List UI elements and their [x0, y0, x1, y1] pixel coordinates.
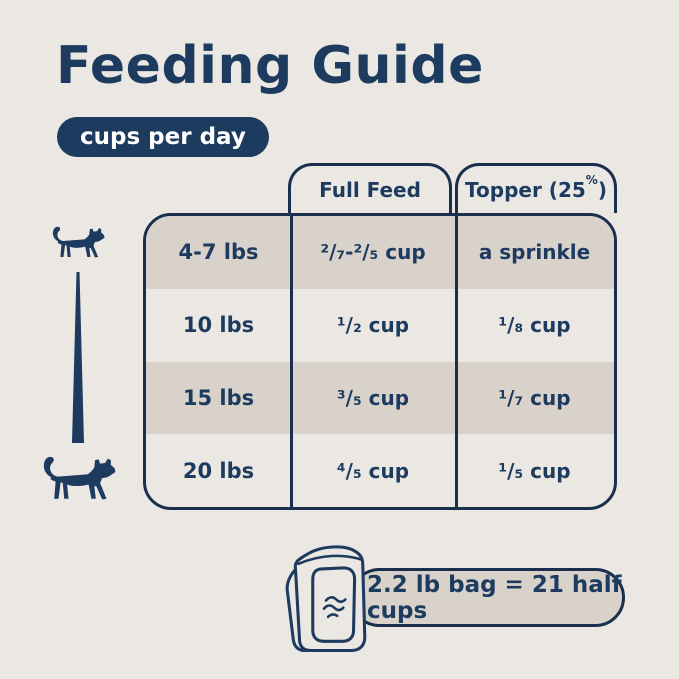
feeding-table: 4-7 lbs ²/₇-²/₅ cup a sprinkle 10 lbs ¹/… — [143, 213, 617, 510]
table-row: 10 lbs ¹/₂ cup ¹/₈ cup — [146, 289, 614, 362]
percent-superscript: % — [585, 172, 598, 187]
size-wedge-icon — [72, 272, 84, 443]
food-bag-icon — [285, 545, 367, 653]
full-feed-cell: ²/₇-²/₅ cup — [320, 240, 426, 265]
topper-cell: ¹/₇ cup — [498, 385, 571, 410]
weight-cell: 10 lbs — [182, 313, 255, 338]
weight-cell: 20 lbs — [182, 458, 255, 483]
cups-per-day-badge: cups per day — [57, 117, 269, 157]
topper-cell: ¹/₈ cup — [498, 313, 571, 338]
column-divider — [455, 216, 458, 507]
topper-label: Topper (25%) — [465, 172, 607, 202]
full-feed-cell: ¹/₂ cup — [336, 313, 410, 338]
table-row: 15 lbs ³/₅ cup ¹/₇ cup — [146, 361, 614, 435]
bag-note-pill: 2.2 lb bag = 21 half cups — [350, 568, 625, 627]
weight-cell: 4-7 lbs — [178, 240, 259, 265]
weight-cell: 15 lbs — [182, 385, 255, 410]
table-row: 4-7 lbs ²/₇-²/₅ cup a sprinkle — [146, 216, 614, 289]
bag-note-label: 2.2 lb bag = 21 half cups — [367, 571, 622, 624]
full-feed-cell: ⁴/₅ cup — [336, 458, 410, 483]
large-cat-icon — [43, 456, 116, 500]
small-cat-icon — [52, 226, 105, 258]
column-divider — [290, 216, 293, 507]
full-feed-label: Full Feed — [319, 177, 421, 202]
topper-cell: a sprinkle — [478, 240, 591, 265]
topper-cell: ¹/₅ cup — [498, 458, 571, 483]
page-title: Feeding Guide — [56, 36, 484, 96]
full-feed-cell: ³/₅ cup — [336, 385, 410, 410]
column-header-topper: Topper (25%) — [455, 163, 617, 213]
column-header-full-feed: Full Feed — [288, 163, 452, 213]
table-row: 20 lbs ⁴/₅ cup ¹/₅ cup — [146, 434, 614, 507]
